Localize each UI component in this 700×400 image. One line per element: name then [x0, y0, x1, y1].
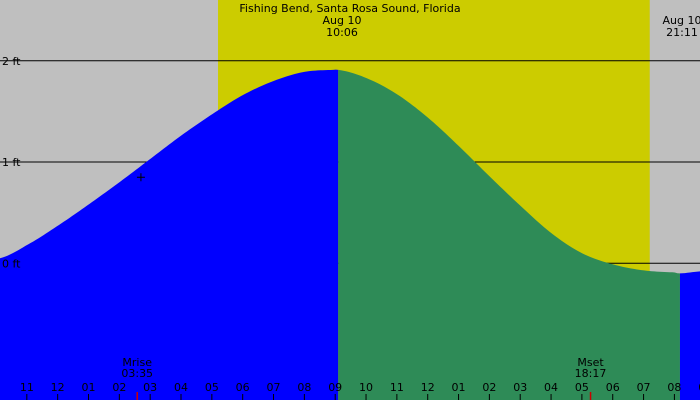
- y-label-0ft: 0 ft: [2, 257, 21, 270]
- x-tick-label: 09: [328, 381, 342, 394]
- x-tick-label: 07: [637, 381, 651, 394]
- x-tick-label: 10: [359, 381, 373, 394]
- moon-event-time: 18:17: [575, 367, 607, 380]
- falling-tide-area: [338, 69, 680, 400]
- x-tick-label: 05: [205, 381, 219, 394]
- y-label-1ft: 1 ft: [2, 156, 21, 169]
- x-tick-label: 12: [51, 381, 65, 394]
- x-tick-label: 02: [112, 381, 126, 394]
- x-tick-label: 03: [513, 381, 527, 394]
- x-tick-label: 05: [575, 381, 589, 394]
- next-event-time: 21:11: [666, 26, 698, 39]
- data-marker: [136, 173, 145, 182]
- x-tick-label: 06: [236, 381, 250, 394]
- next-event-date: Aug 10: [663, 14, 700, 27]
- x-tick-label: 11: [390, 381, 404, 394]
- x-tick-label: 11: [20, 381, 34, 394]
- x-tick-label: 04: [544, 381, 558, 394]
- x-tick-label: 12: [421, 381, 435, 394]
- x-tick-label: 04: [174, 381, 188, 394]
- y-label-2ft: 2 ft: [2, 55, 21, 68]
- moon-event-label: Mrise: [122, 356, 152, 369]
- peak-time: 10:06: [326, 26, 358, 39]
- cross-marker: [136, 173, 145, 182]
- chart-title: Fishing Bend, Santa Rosa Sound, Florida: [239, 2, 460, 15]
- x-tick-label: 07: [267, 381, 281, 394]
- x-axis: 11 12 01 02 03 04 05 06 07 08 09 10 11 12 01 02 03 04 05 06…: [20, 381, 700, 400]
- x-tick-label: 02: [482, 381, 496, 394]
- x-tick-label: 03: [143, 381, 157, 394]
- rising-tide-area: [0, 69, 339, 400]
- x-tick-label: 09: [698, 381, 700, 394]
- moon-event-time: 03:35: [121, 367, 153, 380]
- rising-tide-area-end: [679, 271, 700, 400]
- x-tick-label: 08: [297, 381, 311, 394]
- moon-event-label: Mset: [577, 356, 604, 369]
- x-tick-label: 06: [606, 381, 620, 394]
- x-tick-label: 01: [82, 381, 96, 394]
- y-axis-labels: 0 ft 1 ft 2 ft: [2, 55, 21, 271]
- x-tick-label: 08: [667, 381, 681, 394]
- peak-date: Aug 10: [323, 14, 362, 27]
- x-tick-label: 01: [452, 381, 466, 394]
